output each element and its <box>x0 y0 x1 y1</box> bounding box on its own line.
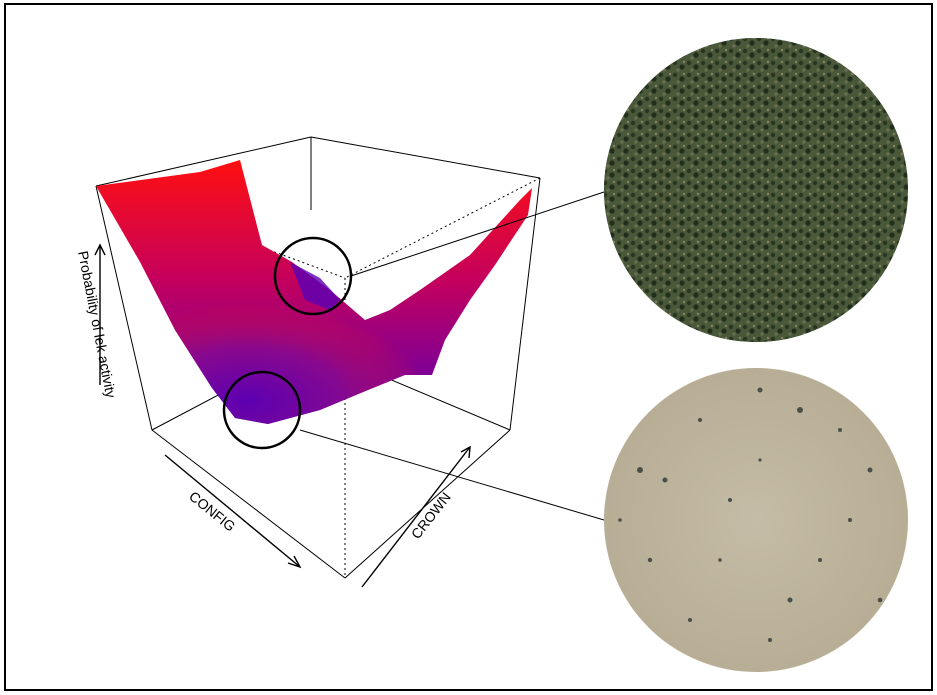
y-axis-arrow <box>361 446 471 588</box>
upper-connector-line <box>350 191 605 277</box>
dense-woodland-inset <box>604 38 908 342</box>
sparse-woodland-inset <box>604 368 908 672</box>
probability-surface <box>96 160 532 424</box>
lower-connector-line <box>299 429 605 521</box>
axis-arrows <box>94 243 471 588</box>
z-axis-label: Probability of lek activity <box>75 250 119 400</box>
figure-border <box>4 3 933 691</box>
lower-highlight-circle <box>222 370 302 450</box>
x-axis-arrow <box>164 454 301 568</box>
